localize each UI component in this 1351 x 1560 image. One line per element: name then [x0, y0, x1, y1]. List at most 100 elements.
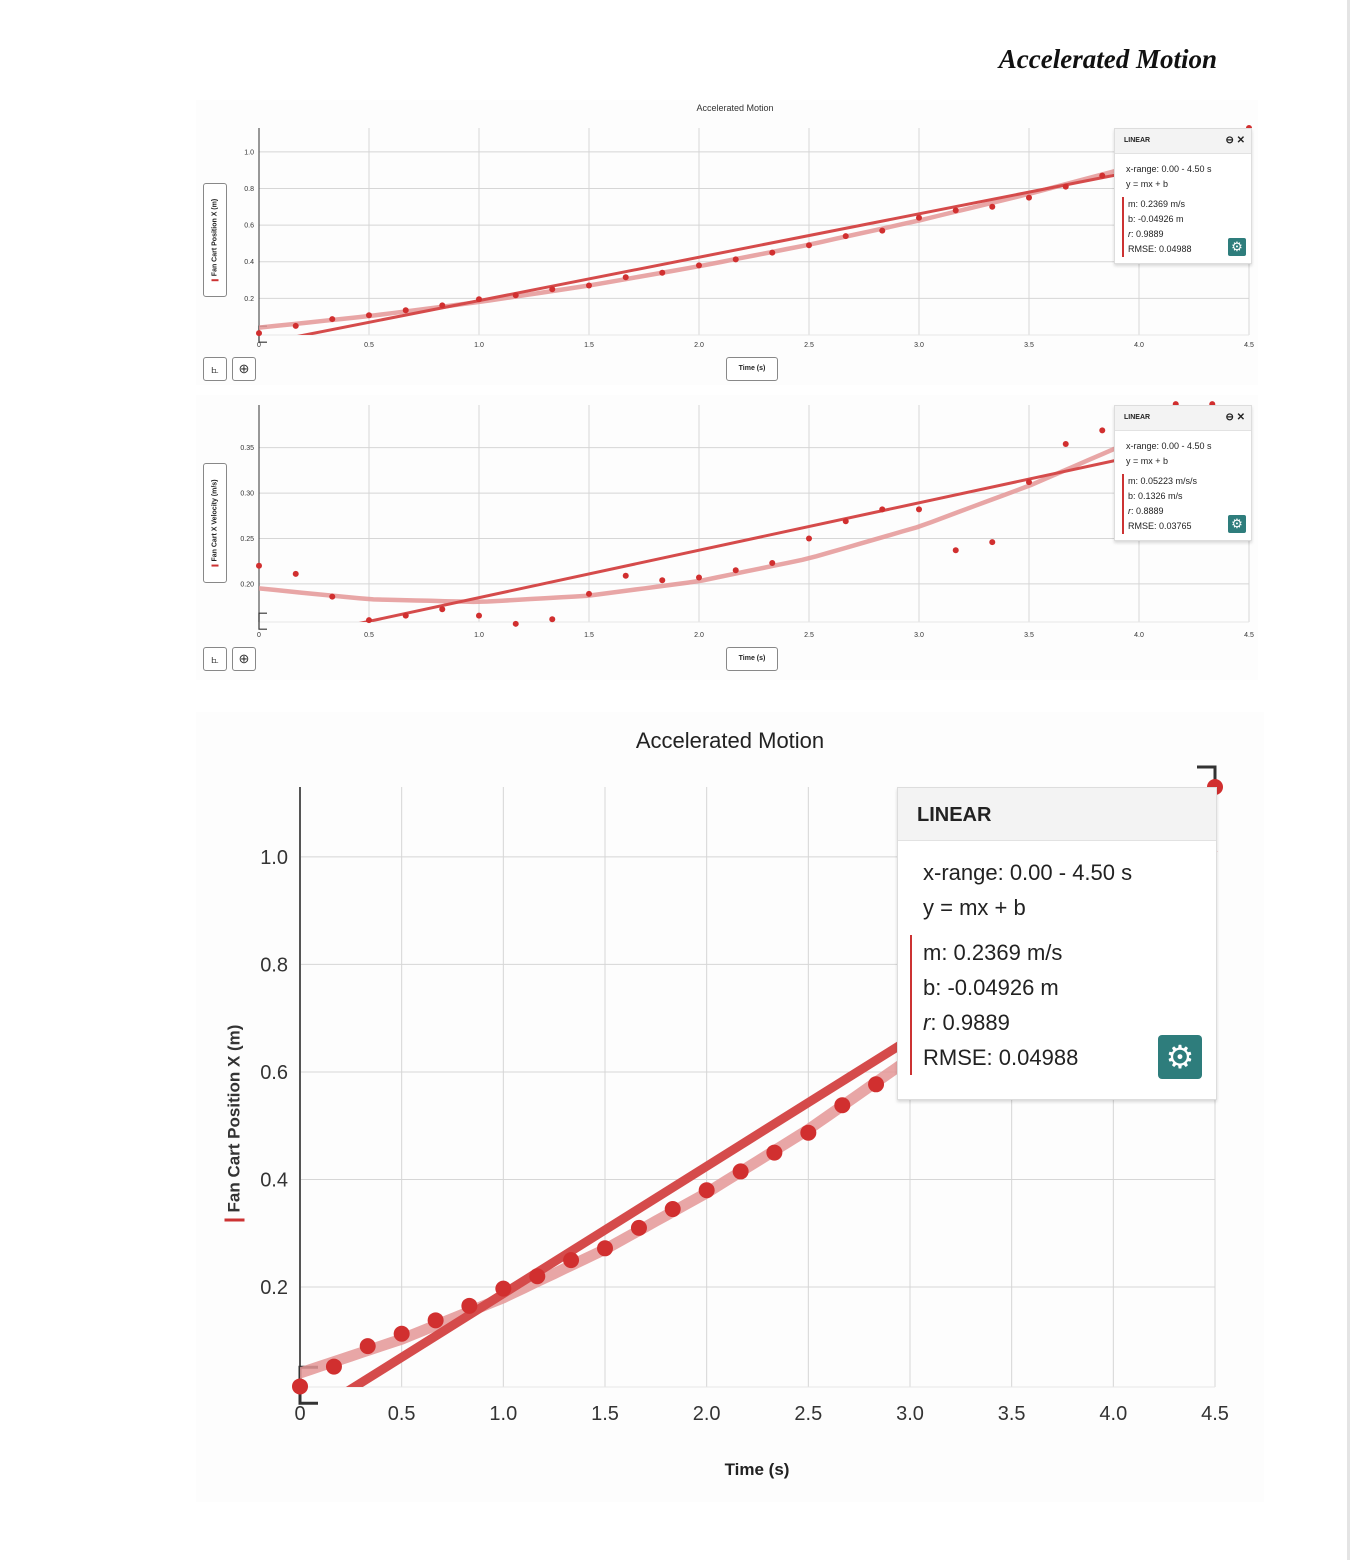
linear-fit-panel: LINEAR ⊖ ✕ x-range: 0.00 - 4.50 s y = mx …	[1114, 128, 1252, 264]
graph-axes-button[interactable]: ⦜	[203, 647, 227, 671]
x-tick-label: 4.0	[1134, 342, 1144, 349]
slope: m: 0.2369 m/s	[1128, 199, 1186, 209]
x-tick-label: 2.0	[694, 342, 704, 349]
page-edge	[1347, 0, 1350, 1560]
x-axis-label[interactable]: Time (s)	[724, 1460, 790, 1479]
data-point	[1026, 194, 1032, 201]
data-point	[622, 274, 629, 281]
y-axis-selector[interactable]: Fan Cart X Velocity (m/s)	[203, 463, 227, 583]
data-point	[868, 1076, 885, 1093]
y-tick-label: 0.4	[260, 1169, 288, 1191]
document-title: Accelerated Motion	[998, 44, 1217, 74]
graph-axes-icon: ⦜	[211, 651, 219, 666]
data-point	[952, 547, 959, 554]
rmse: RMSE: 0.04988	[923, 1045, 1079, 1070]
data-point	[366, 617, 372, 624]
zoom-icon: ⊕	[238, 651, 250, 666]
x-tick-label: 3.0	[896, 1403, 924, 1425]
data-point	[834, 1097, 851, 1114]
settings-button[interactable]: ⚙	[1228, 515, 1246, 533]
data-point	[439, 606, 446, 613]
y-tick-label: 0.2	[260, 1277, 288, 1299]
data-point	[512, 292, 519, 299]
x-tick-label: 4.5	[1201, 1403, 1229, 1425]
data-point	[842, 518, 849, 525]
collapse-icon[interactable]: ⊖	[1225, 412, 1234, 423]
x-tick-label: 2.5	[794, 1403, 822, 1425]
settings-button[interactable]: ⚙	[1158, 1035, 1202, 1079]
data-point	[1026, 479, 1032, 486]
rmse: RMSE: 0.04988	[1128, 244, 1192, 254]
x-tick-label: 1.5	[584, 632, 594, 639]
graph-axes-button[interactable]: ⦜	[203, 357, 227, 381]
data-point	[439, 302, 446, 309]
panel-header: LINEAR	[917, 804, 992, 826]
data-point	[622, 572, 629, 579]
close-icon[interactable]: ✕	[1236, 412, 1245, 423]
data-point	[563, 1252, 580, 1269]
slope: m: 0.05223 m/s/s	[1128, 476, 1198, 486]
x-tick-label: 2.0	[694, 632, 704, 639]
y-tick-label: 0.6	[260, 1062, 288, 1084]
x-tick-label: 0.5	[364, 632, 374, 639]
x-tick-label: 0.5	[364, 342, 374, 349]
plot-area	[259, 430, 1250, 622]
x-tick-label: 3.0	[914, 632, 924, 639]
settings-button[interactable]: ⚙	[1228, 238, 1246, 256]
x-range: x-range: 0.00 - 4.50 s	[1126, 164, 1212, 174]
data-point	[766, 1144, 783, 1161]
data-point	[402, 307, 409, 314]
x-tick-label: 3.5	[1024, 632, 1034, 639]
x-axis-selector[interactable]: Time (s)	[726, 357, 778, 381]
equation: y = mx + b	[1126, 179, 1169, 189]
data-point	[630, 1219, 647, 1236]
data-point	[732, 567, 739, 574]
y-axis-selector[interactable]: Fan Cart Position X (m)	[203, 183, 227, 297]
data-point	[427, 1312, 444, 1329]
data-point	[512, 620, 519, 627]
zoom-button[interactable]: ⊕	[232, 647, 256, 671]
velocity-chart-container	[196, 395, 1258, 680]
x-tick-label: 0.5	[388, 1403, 416, 1425]
x-tick-label: 1.0	[474, 632, 484, 639]
data-point	[800, 1124, 817, 1141]
data-point	[916, 506, 922, 513]
intercept: b: 0.1326 m/s	[1128, 491, 1183, 501]
graph-axes-icon: ⦜	[211, 361, 219, 376]
zoom-button[interactable]: ⊕	[232, 357, 256, 381]
data-point	[586, 590, 592, 597]
linear-fit-line	[358, 430, 1250, 622]
x-tick-label: 3.0	[914, 342, 924, 349]
x-axis-selector[interactable]: Time (s)	[726, 647, 778, 671]
data-point	[806, 535, 812, 542]
data-point	[698, 1182, 715, 1199]
y-tick-label: 0.4	[244, 259, 254, 266]
x-tick-label: 2.5	[804, 632, 814, 639]
data-point	[1099, 172, 1106, 179]
slope: m: 0.2369 m/s	[923, 940, 1063, 965]
gear-icon: ⚙	[1231, 516, 1243, 531]
data-point	[329, 316, 336, 323]
data-point	[659, 269, 666, 276]
data-point	[461, 1297, 478, 1314]
data-point	[292, 322, 299, 329]
data-point	[952, 207, 959, 214]
collapse-icon[interactable]: ⊖	[1225, 135, 1234, 146]
linear-fit-panel: LINEAR ⊖ ✕ x-range: 0.00 - 4.50 s y = mx …	[1114, 405, 1252, 541]
y-tick-label: 0.25	[240, 536, 254, 543]
panel-header: LINEAR	[1124, 414, 1151, 421]
x-tick-label: 1.0	[474, 342, 484, 349]
data-point	[292, 570, 299, 577]
range-start-handle	[258, 612, 267, 630]
data-point	[916, 214, 922, 221]
data-point	[1062, 441, 1069, 448]
data-point	[659, 577, 666, 584]
data-point	[664, 1201, 681, 1218]
zoom-icon: ⊕	[238, 361, 250, 376]
data-point	[879, 506, 886, 513]
close-icon[interactable]: ✕	[1236, 135, 1245, 146]
x-tick-label: 3.5	[1024, 342, 1034, 349]
chart-title: Accelerated Motion	[696, 103, 774, 113]
